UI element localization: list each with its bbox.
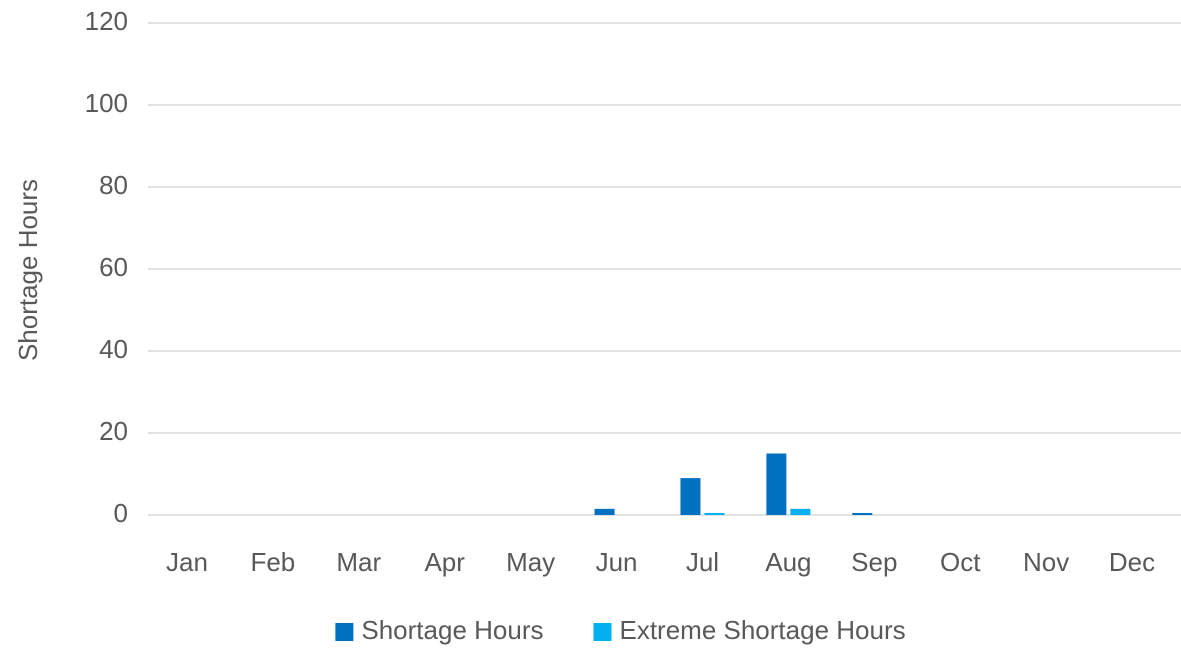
legend-swatch	[335, 623, 354, 641]
x-tick-label: Feb	[250, 547, 295, 577]
x-tick-label: Apr	[424, 547, 465, 577]
bar	[852, 512, 873, 515]
y-tick-label: 120	[85, 6, 128, 36]
y-tick-label: 100	[85, 88, 128, 118]
x-tick-label: May	[506, 547, 555, 577]
x-tick-label: Nov	[1023, 547, 1069, 577]
x-tick-label: Aug	[765, 547, 811, 577]
legend-swatch	[593, 623, 612, 641]
y-tick-label: 0	[114, 498, 128, 528]
y-tick-label: 80	[99, 170, 128, 200]
x-tick-label: Jul	[686, 547, 719, 577]
y-tick-label: 20	[99, 416, 128, 446]
bar	[704, 512, 725, 515]
bar	[766, 453, 787, 515]
bar	[680, 478, 701, 515]
y-axis-label: Shortage Hours	[13, 179, 43, 361]
legend-label: Extreme Shortage Hours	[619, 615, 905, 645]
x-tick-label: Dec	[1109, 547, 1155, 577]
y-tick-label: 40	[99, 334, 128, 364]
x-tick-label: Mar	[336, 547, 381, 577]
bar	[790, 508, 811, 515]
x-tick-label: Jan	[166, 547, 208, 577]
bar	[594, 508, 615, 515]
x-tick-label: Sep	[851, 547, 897, 577]
x-tick-label: Jun	[596, 547, 638, 577]
y-tick-label: 60	[99, 252, 128, 282]
x-tick-label: Oct	[940, 547, 981, 577]
legend-label: Shortage Hours	[361, 615, 543, 645]
